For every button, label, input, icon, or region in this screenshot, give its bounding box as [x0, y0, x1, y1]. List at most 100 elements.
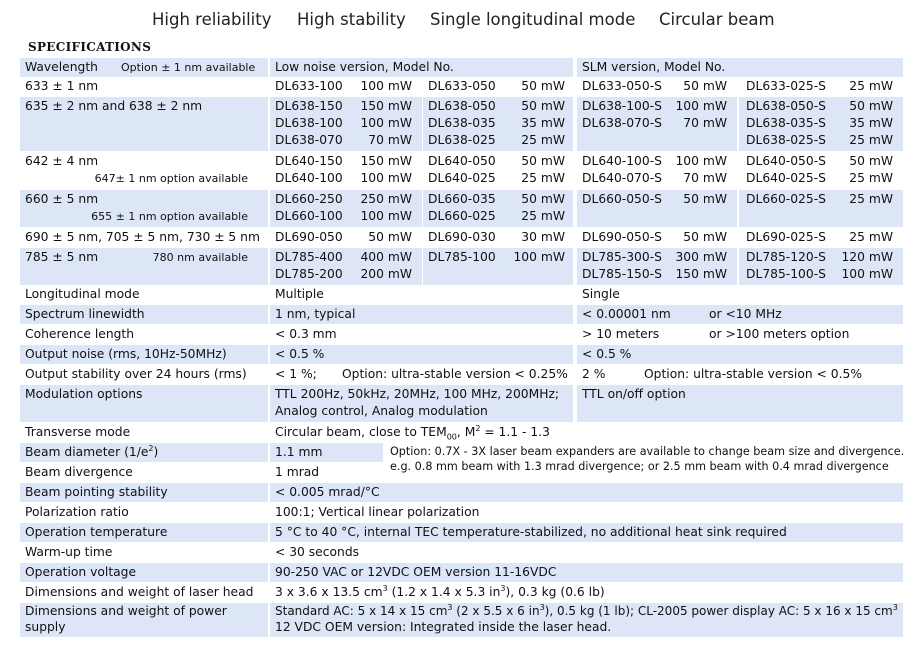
- headline-slm: Single longitudinal mode: [430, 10, 636, 29]
- wavelength-option-note: 647± 1 nm option available: [94, 172, 248, 185]
- output-stability-label-text: Output stability over 24 hours (rms): [25, 367, 247, 381]
- model-cell: DL638-100-S 100 mW DL638-070-S 70 mW: [577, 97, 737, 151]
- model-number: DL638-150: [275, 99, 343, 113]
- model-number: DL638-070: [275, 133, 343, 147]
- model-cell: DL633-100 100 mW: [270, 77, 422, 96]
- output-stability-slm-option: Option: ultra-stable version < 0.5%: [644, 367, 863, 381]
- output-stability-low-noise-option: Option: ultra-stable version < 0.25%: [342, 367, 568, 381]
- wavelength-value: 642 ± 4 nm: [25, 154, 99, 168]
- model-cell: DL785-300-S 300 mW DL785-150-S 150 mW: [577, 248, 737, 285]
- model-number: DL785-100: [428, 250, 496, 264]
- wavelength-value: 660 ± 5 nm: [25, 192, 99, 206]
- model-number: DL785-120-S: [746, 250, 826, 264]
- model-power: 150 mW: [360, 154, 412, 168]
- output-noise-slm-text: < 0.5 %: [582, 347, 632, 361]
- coherence-label-text: Coherence length: [25, 327, 135, 341]
- model-number: DL638-050: [428, 99, 496, 113]
- model-cell: DL660-035 50 mW DL660-025 25 mW: [423, 190, 573, 227]
- modulation-low-noise-line1: TTL 200Hz, 50kHz, 20MHz, 100 MHz, 200MHz…: [275, 387, 560, 401]
- longitudinal-mode-low-noise-text: Multiple: [275, 287, 324, 301]
- output-noise-label-text: Output noise (rms, 10Hz-50MHz): [25, 347, 227, 361]
- model-power: 200 mW: [360, 267, 412, 281]
- transverse-mode-label-text: Transverse mode: [25, 425, 131, 439]
- model-power: 100 mW: [360, 171, 412, 185]
- model-power: 25 mW: [849, 133, 893, 147]
- model-power: 35 mW: [849, 116, 893, 130]
- beam-divergence-value-text: 1 mrad: [275, 465, 320, 479]
- model-number: DL785-200: [275, 267, 343, 281]
- model-number: DL785-100-S: [746, 267, 826, 281]
- section-title: SPECIFICATIONS: [28, 40, 152, 54]
- model-number: DL785-400: [275, 250, 343, 264]
- model-power: 50 mW: [368, 230, 412, 244]
- output-stability-label: Output stability over 24 hours (rms): [20, 365, 268, 384]
- model-power: 70 mW: [683, 116, 727, 130]
- model-power: 300 mW: [675, 250, 727, 264]
- modulation-slm-text: TTL on/off option: [582, 387, 686, 401]
- wavelength-header-cell: Wavelength Option ± 1 nm available: [20, 58, 268, 77]
- polarization-value-text: 100:1; Vertical linear polarization: [275, 505, 480, 519]
- headline-features: High reliability High stability Single l…: [0, 10, 919, 32]
- model-number: DL660-050-S: [582, 192, 662, 206]
- model-cell: DL640-150 150 mW DL640-100 100 mW: [270, 152, 422, 189]
- headline-reliability: High reliability: [152, 10, 272, 29]
- laser-head-dims-value-text: 3 x 3.6 x 13.5 cm3 (1.2 x 1.4 x 5.3 in3)…: [275, 583, 605, 599]
- wavelength-cell: 785 ± 5 nm 780 nm available: [20, 248, 268, 285]
- model-number: DL633-025-S: [746, 79, 826, 93]
- beam-diameter-value: 1.1 mm: [270, 443, 383, 462]
- model-number: DL640-050: [428, 154, 496, 168]
- coherence-slm: > 10 meters or >100 meters option: [577, 325, 903, 344]
- model-number: DL660-025-S: [746, 192, 826, 206]
- warmup-label-text: Warm-up time: [25, 545, 113, 559]
- power-supply-dims-label: Dimensions and weight of power supply: [20, 603, 268, 637]
- voltage-value: 90-250 VAC or 12VDC OEM version 11-16VDC: [270, 563, 903, 582]
- model-cell: DL638-050 50 mW DL638-035 35 mW DL638-025 25 …: [423, 97, 573, 151]
- model-number: DL640-150: [275, 154, 343, 168]
- coherence-low-noise: < 0.3 mm: [270, 325, 573, 344]
- model-cell: DL660-250 250 mW DL660-100 100 mW: [270, 190, 422, 227]
- model-power: 150 mW: [360, 99, 412, 113]
- model-power: 50 mW: [683, 192, 727, 206]
- output-noise-slm: < 0.5 %: [577, 345, 903, 364]
- coherence-slm-option: or >100 meters option: [709, 327, 850, 341]
- output-stability-low-noise: < 1 %; Option: ultra-stable version < 0.…: [270, 365, 573, 384]
- wavelength-header-label: Wavelength: [25, 60, 98, 74]
- model-cell: DL633-025-S 25 mW: [739, 77, 903, 96]
- model-cell: DL690-050-S 50 mW: [577, 228, 737, 247]
- model-power: 25 mW: [521, 209, 565, 223]
- slm-header-text: SLM version, Model No.: [582, 60, 726, 74]
- polarization-label: Polarization ratio: [20, 503, 268, 522]
- model-number: DL638-100-S: [582, 99, 662, 113]
- warmup-value: < 30 seconds: [270, 543, 903, 562]
- model-cell: DL633-050 50 mW: [423, 77, 573, 96]
- longitudinal-mode-label: Longitudinal mode: [20, 285, 268, 304]
- transverse-mode-value: Circular beam, close to TEM00, M2 = 1.1 …: [270, 423, 903, 442]
- linewidth-low-noise-text: 1 nm, typical: [275, 307, 356, 321]
- voltage-label-text: Operation voltage: [25, 565, 137, 579]
- wavelength-cell: 660 ± 5 nm 655 ± 1 nm option available: [20, 190, 268, 227]
- model-power: 50 mW: [683, 230, 727, 244]
- beam-option-line1: Option: 0.7X - 3X laser beam expanders a…: [390, 445, 903, 458]
- model-power: 100 mW: [360, 116, 412, 130]
- model-number: DL638-100: [275, 116, 343, 130]
- modulation-slm: TTL on/off option: [577, 385, 903, 422]
- model-number: DL785-150-S: [582, 267, 662, 281]
- model-number: DL690-030: [428, 230, 496, 244]
- model-number: DL660-100: [275, 209, 343, 223]
- wavelength-option-note: Option ± 1 nm available: [121, 61, 256, 74]
- model-number: DL640-100: [275, 171, 343, 185]
- model-number: DL638-035: [428, 116, 496, 130]
- model-cell: DL640-100-S 100 mW DL640-070-S 70 mW: [577, 152, 737, 189]
- model-power: 25 mW: [849, 230, 893, 244]
- model-power: 50 mW: [521, 192, 565, 206]
- output-stability-low-noise-text: < 1 %;: [275, 367, 317, 381]
- model-cell: DL638-050-S 50 mW DL638-035-S 35 mW DL638-02…: [739, 97, 903, 151]
- model-power: 30 mW: [521, 230, 565, 244]
- model-power: 50 mW: [521, 99, 565, 113]
- modulation-low-noise: TTL 200Hz, 50kHz, 20MHz, 100 MHz, 200MHz…: [270, 385, 573, 422]
- model-number: DL785-300-S: [582, 250, 662, 264]
- wavelength-option-note: 780 nm available: [152, 251, 248, 264]
- model-cell: DL640-050-S 50 mW DL640-025-S 25 mW: [739, 152, 903, 189]
- modulation-label: Modulation options: [20, 385, 268, 422]
- pointing-stability-value: < 0.005 mrad/°C: [270, 483, 903, 502]
